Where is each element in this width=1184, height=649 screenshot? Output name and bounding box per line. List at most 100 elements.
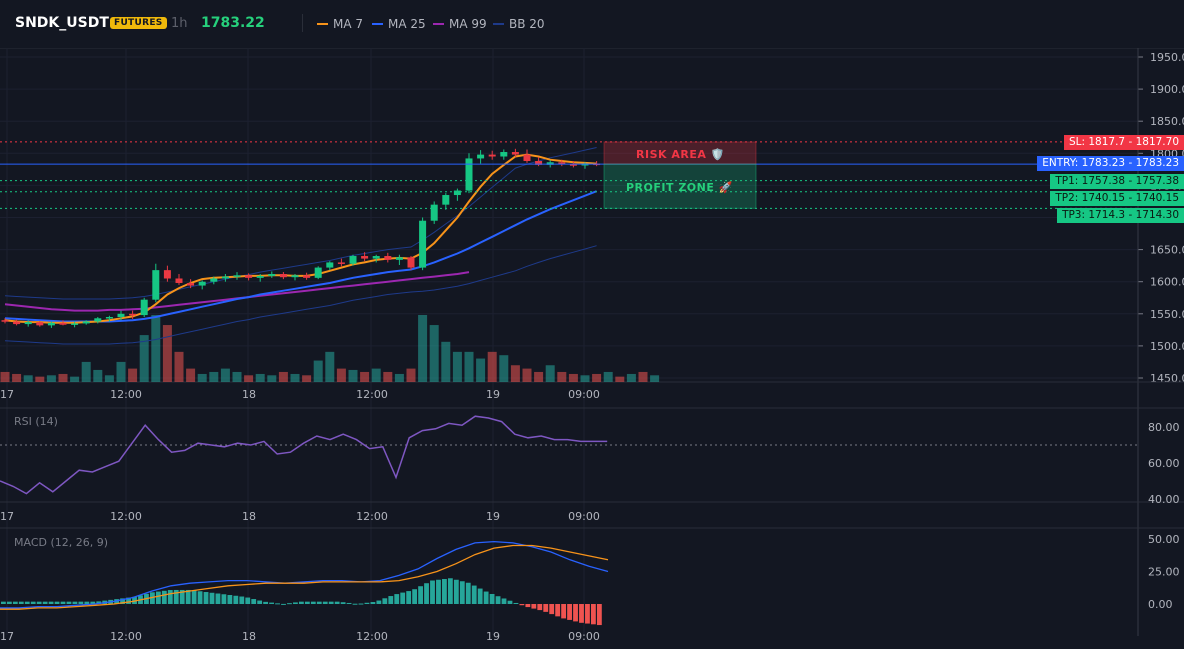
macd-histogram-bar: [322, 601, 328, 604]
candle-body: [129, 313, 137, 316]
rsi-time-tick: 17: [0, 510, 14, 523]
macd-histogram-bar: [251, 599, 257, 604]
macd-histogram-bar: [227, 595, 233, 604]
volume-bar: [139, 335, 149, 382]
macd-line: [0, 540, 609, 609]
legend-bb20[interactable]: BB 20: [493, 17, 545, 31]
macd-histogram-bar: [126, 597, 131, 604]
candle-body: [384, 256, 392, 260]
rsi-time-tick: 19: [486, 510, 500, 523]
macd-histogram-bar: [257, 600, 263, 604]
candle-body: [82, 321, 90, 324]
macd-histogram-bar: [549, 604, 555, 615]
macd-histogram-bar: [197, 591, 203, 604]
volume-bar: [418, 315, 428, 382]
volume-bar: [186, 368, 196, 382]
candle-body: [569, 164, 577, 166]
volume-bar: [128, 368, 138, 382]
macd-histogram-bar: [340, 602, 346, 604]
macd-histogram-bar: [155, 591, 161, 604]
volume-bar: [220, 368, 230, 382]
candle-body: [152, 270, 160, 300]
volume-bar: [592, 373, 602, 382]
macd-histogram-bar: [370, 602, 376, 604]
macd-time-tick: 12:00: [110, 630, 142, 643]
volume-bar: [12, 373, 22, 382]
macd-histogram-bar: [78, 601, 84, 604]
volume-bar: [35, 376, 45, 382]
volume-bar: [638, 371, 648, 382]
macd-histogram-bar: [418, 586, 423, 604]
macd-histogram-bar: [382, 598, 388, 604]
candle-body: [477, 154, 485, 159]
legend-bb20-label: BB 20: [509, 17, 545, 31]
candle-body: [105, 317, 113, 319]
volume-bar: [487, 351, 497, 382]
entry-label: ENTRY: 1783.23: [1042, 157, 1126, 169]
rsi-time-tick: 09:00: [568, 510, 600, 523]
candle-body: [465, 158, 473, 191]
macd-histogram-bar: [84, 601, 90, 604]
volume-bar: [476, 358, 486, 382]
volume-bar: [302, 375, 312, 382]
legend-ma25[interactable]: MA 25: [372, 17, 426, 31]
macd-histogram-bar: [364, 602, 370, 604]
candle-body: [419, 220, 427, 268]
rsi-time-tick: 12:00: [356, 510, 388, 523]
main-time-tick: 09:00: [568, 388, 600, 401]
volume-bar: [244, 375, 254, 382]
candle-body: [47, 322, 55, 326]
macd-histogram-bar: [149, 592, 155, 604]
volume-bar: [371, 368, 381, 382]
main-time-tick: 12:00: [356, 388, 388, 401]
rsi-time-tick: 18: [242, 510, 256, 523]
macd-histogram-bar: [555, 604, 561, 617]
macd-histogram-bar: [406, 591, 412, 604]
macd-histogram-bar: [316, 601, 322, 604]
macd-tick: 0.00: [1148, 598, 1173, 611]
symbol-name[interactable]: SNDK_USDT: [15, 15, 109, 31]
macd-histogram-bar: [591, 604, 596, 625]
candle-body: [326, 262, 334, 268]
volume-bar: [557, 371, 567, 382]
macd-histogram-bar: [358, 603, 364, 605]
entry-value: 1783.23: [1135, 157, 1179, 169]
legend-ma99[interactable]: MA 99: [433, 17, 487, 31]
price-tick: 1850.00: [1150, 115, 1184, 128]
macd-histogram-bar: [269, 602, 274, 604]
candle-body: [407, 257, 415, 268]
volume-bar: [93, 369, 103, 382]
macd-histogram-bar: [96, 601, 102, 604]
macd-time-tick: 19: [486, 630, 500, 643]
volume-bar: [429, 325, 439, 382]
profit-zone: [603, 163, 757, 209]
candle-body: [198, 281, 206, 286]
candle-body: [314, 267, 322, 278]
volume-bar: [313, 360, 323, 382]
tp3-level-tag: TP3: 1714.3 - 1714.30: [1057, 208, 1184, 223]
macd-histogram-bar: [334, 601, 340, 604]
candle-body: [36, 322, 44, 326]
candle-body: [372, 256, 380, 259]
volume-bar: [197, 373, 207, 382]
candle-body: [175, 278, 183, 283]
volume-bar: [406, 368, 416, 382]
macd-histogram-bar: [6, 601, 12, 604]
macd-histogram-bar: [263, 601, 269, 604]
legend-ma7[interactable]: MA 7: [317, 17, 363, 31]
bb-lower-line: [4, 245, 597, 345]
chart-header: SNDK_USDT FUTURES 1h 1783.22 MA 7 MA 25 …: [0, 0, 1184, 49]
macd-histogram-bar: [525, 604, 531, 608]
macd-tick: 50.00: [1148, 533, 1180, 546]
volume-bar: [452, 351, 462, 382]
candle-body: [453, 190, 461, 196]
macd-histogram-bar: [394, 594, 400, 604]
macd-histogram-bar: [66, 601, 72, 604]
macd-histogram-bar: [477, 588, 483, 604]
main-time-tick: 19: [486, 388, 500, 401]
macd-histogram-bar: [310, 601, 316, 604]
macd-histogram-bar: [191, 590, 197, 604]
volume-bar: [174, 351, 184, 382]
timeframe-selector[interactable]: 1h: [171, 16, 188, 31]
